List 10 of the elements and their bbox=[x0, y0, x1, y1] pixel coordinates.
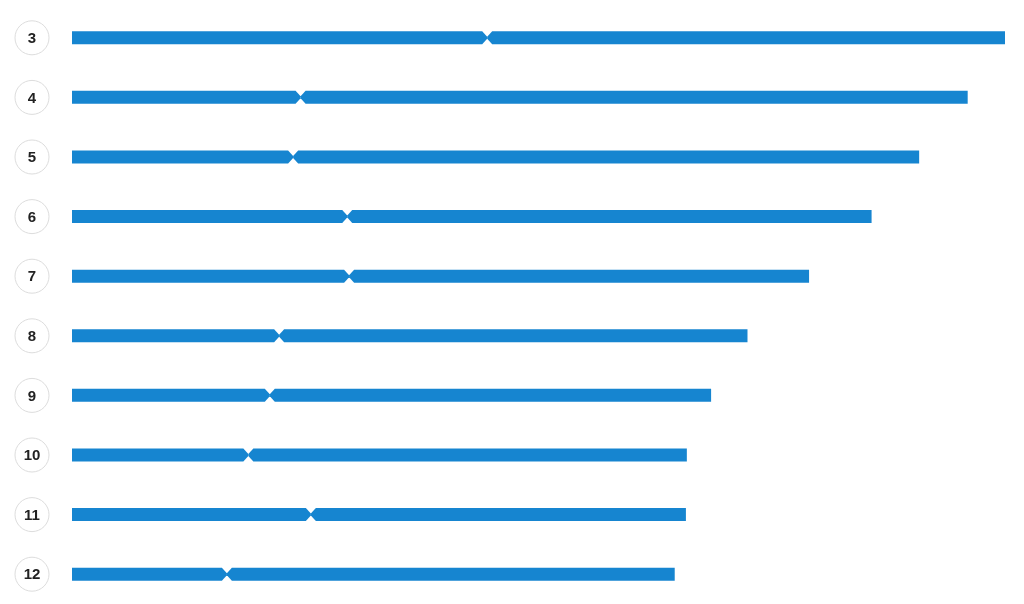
y-tick-label: 5 bbox=[27, 148, 37, 166]
y-tick-label: 9 bbox=[27, 386, 37, 404]
y-tick-label: 8 bbox=[27, 327, 37, 345]
y-tick-label: 7 bbox=[27, 267, 37, 285]
y-tick-label: 4 bbox=[27, 88, 37, 106]
y-tick-label: 12 bbox=[23, 565, 41, 583]
y-tick-label: 11 bbox=[24, 505, 40, 523]
y-tick-label: 6 bbox=[27, 207, 37, 225]
y-tick-label: 10 bbox=[23, 446, 41, 464]
y-tick-label: 3 bbox=[27, 29, 37, 47]
